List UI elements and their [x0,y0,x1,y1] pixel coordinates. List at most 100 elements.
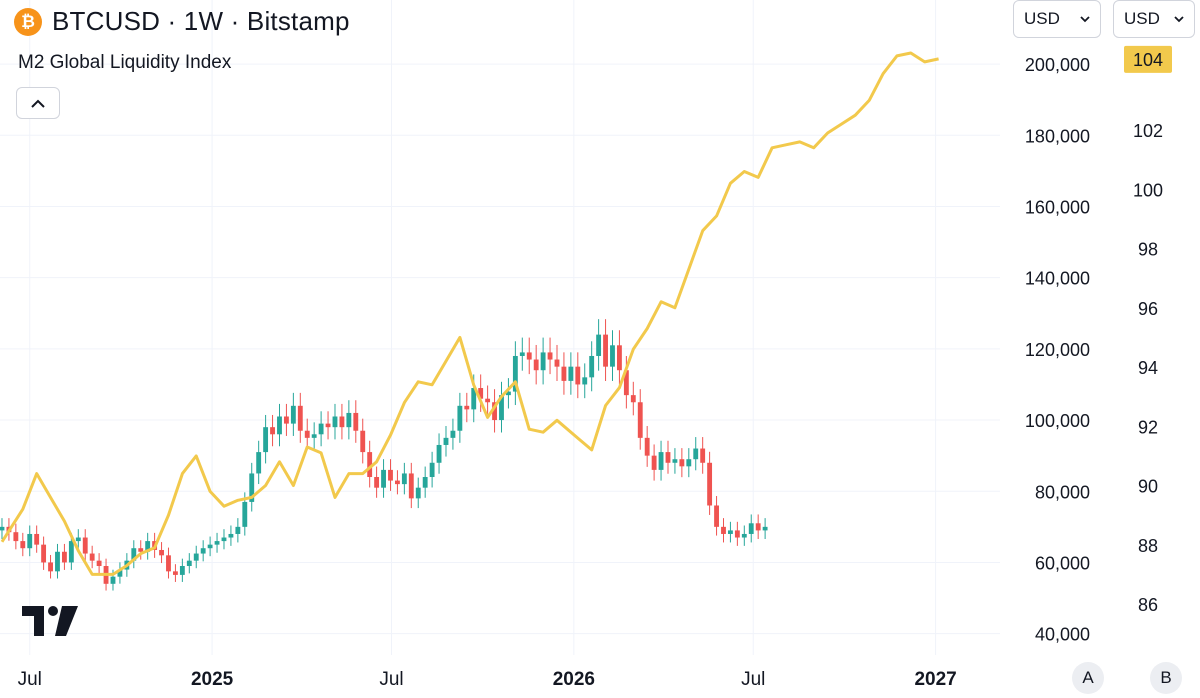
m2-tick-label: 90 [1138,477,1158,497]
candle-body [492,402,497,421]
candle-body [318,423,324,435]
chevron-down-icon [1174,15,1184,22]
price-tick-label: 60,000 [1035,553,1090,573]
price-tick-label: 40,000 [1035,625,1090,645]
price-tick-label: 180,000 [1025,126,1090,146]
candle-body [561,366,567,381]
m2-last-value-badge [1124,45,1172,73]
candle-body [623,370,629,396]
scale-button-b[interactable]: B [1150,662,1182,694]
candle-body [0,526,5,531]
candle-body [55,551,60,572]
candle-body [658,452,664,470]
candle-body [367,452,373,478]
candle-body [610,345,615,367]
candle-body [630,395,636,403]
candle-body [172,571,178,575]
candle-body [512,355,518,392]
candle-body [582,377,588,385]
time-axis: Jul 2025 Jul 2026 Jul 2027 [18,669,957,690]
candle-body [145,541,151,552]
candle-body [353,412,359,431]
candle-body [505,391,511,396]
tradingview-logo-icon[interactable] [22,606,78,636]
candle-body [401,473,407,485]
candle-body [179,566,185,575]
candle-body [374,477,380,488]
candle-body [714,505,719,527]
candle-body [304,430,310,438]
candle-body [96,560,102,567]
scale-button-a[interactable]: A [1072,662,1104,694]
candle-body [13,532,19,542]
candle-body [679,459,685,467]
m2-tick-label: 100 [1133,180,1163,200]
currency-select-left[interactable]: USD [1013,0,1101,38]
candle-body [575,366,581,385]
price-tick-label: 80,000 [1035,482,1090,502]
candle-body [89,553,95,561]
candle-body [464,405,470,410]
time-tick-label: Jul [741,669,765,690]
candle-body [117,569,123,577]
candle-body [748,523,754,534]
candle-body [110,576,116,584]
candle-body [339,416,345,428]
candle-body [603,334,608,367]
collapse-button[interactable] [16,87,60,119]
candle-body [721,526,726,534]
candle-body [277,416,282,435]
candle-body [311,434,317,438]
m2-tick-label: 102 [1133,121,1163,141]
candle-body [741,533,747,538]
candle-body [450,430,456,438]
symbol-title[interactable]: BTCUSD · 1W · Bitstamp [52,6,350,36]
chart-header: ₿ BTCUSD · 1W · Bitstamp [14,6,350,37]
candle-body [68,541,74,563]
candle-body [360,430,366,453]
candle-body [596,334,602,356]
candle-body [249,473,255,502]
candle-body [34,533,40,545]
candle-body [471,388,477,410]
candle-body [207,544,213,549]
candle-body [394,480,400,485]
candle-body [408,473,414,499]
candle-body [436,444,442,463]
chevron-up-icon [31,99,45,108]
candle-body [734,530,740,538]
chevron-down-icon [1080,15,1090,22]
m2-axis: 86 88 90 92 94 96 98 100 102 104 [1124,45,1172,615]
candle-body [138,548,144,552]
m2-series-line [0,51,939,576]
price-tick-label: 140,000 [1025,269,1090,289]
indicator-label[interactable]: M2 Global Liquidity Index [18,52,232,73]
candle-body [686,459,692,467]
candle-body [755,523,761,531]
candle-body [235,526,241,534]
candle-body [540,352,546,371]
candle-body [256,452,262,474]
currency-select-right[interactable]: USD [1113,0,1195,38]
candle-body [665,452,671,463]
candle-body [332,416,338,428]
candle-body [644,437,650,456]
candle-body [186,560,192,567]
candle-body [381,469,386,488]
candle-body [485,398,491,403]
price-axis: 40,000 60,000 80,000 100,000 120,000 140,000 1… [1025,55,1090,645]
m2-last-value-label: 104 [1133,50,1163,70]
candle-body [429,462,435,478]
candle-body [707,462,713,506]
currency-value: USD [1124,9,1160,28]
candle-body [41,544,47,563]
price-tick-label: 120,000 [1025,340,1090,360]
candle-body [672,459,678,463]
time-tick-label: Jul [18,669,42,690]
candle-body [75,537,81,542]
candle-body [762,526,768,531]
candle-body [263,427,269,453]
candle-body [533,359,539,371]
candle-body [82,537,88,554]
